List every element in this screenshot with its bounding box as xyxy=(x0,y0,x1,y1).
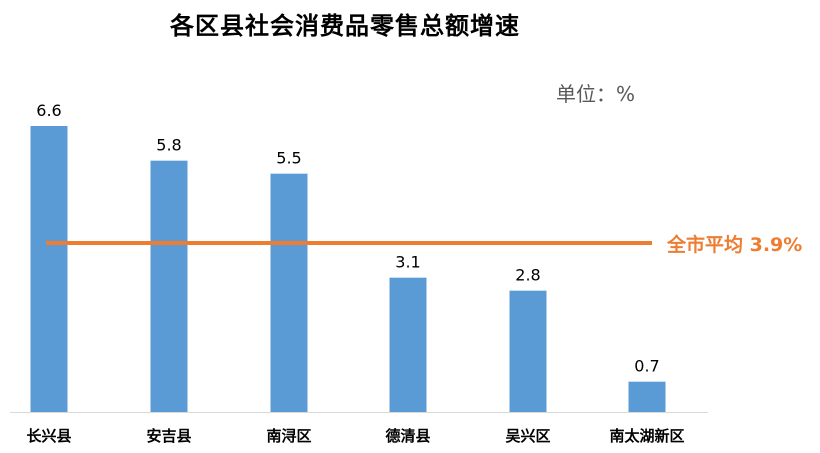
data-label: 2.8 xyxy=(515,266,540,285)
bar xyxy=(509,290,547,412)
category-label: 南太湖新区 xyxy=(609,427,684,445)
chart-title: 各区县社会消费品零售总额增速 xyxy=(170,12,520,40)
unit-label: 单位：% xyxy=(556,82,636,106)
category-label: 南浔区 xyxy=(266,427,311,445)
bar xyxy=(270,173,308,412)
category-label: 德清县 xyxy=(385,427,430,445)
bar xyxy=(30,126,68,412)
category-label: 安吉县 xyxy=(146,427,191,445)
bar xyxy=(628,381,666,412)
average-label: 全市平均 3.9% xyxy=(666,233,802,256)
data-label: 5.8 xyxy=(156,136,181,155)
data-label: 3.1 xyxy=(395,253,420,272)
category-label: 长兴县 xyxy=(26,427,71,445)
category-label: 吴兴区 xyxy=(505,427,550,445)
data-label: 5.5 xyxy=(276,149,301,168)
bar xyxy=(389,277,427,412)
data-label: 0.7 xyxy=(634,357,659,376)
data-label: 6.6 xyxy=(36,101,61,120)
bar xyxy=(150,160,188,412)
